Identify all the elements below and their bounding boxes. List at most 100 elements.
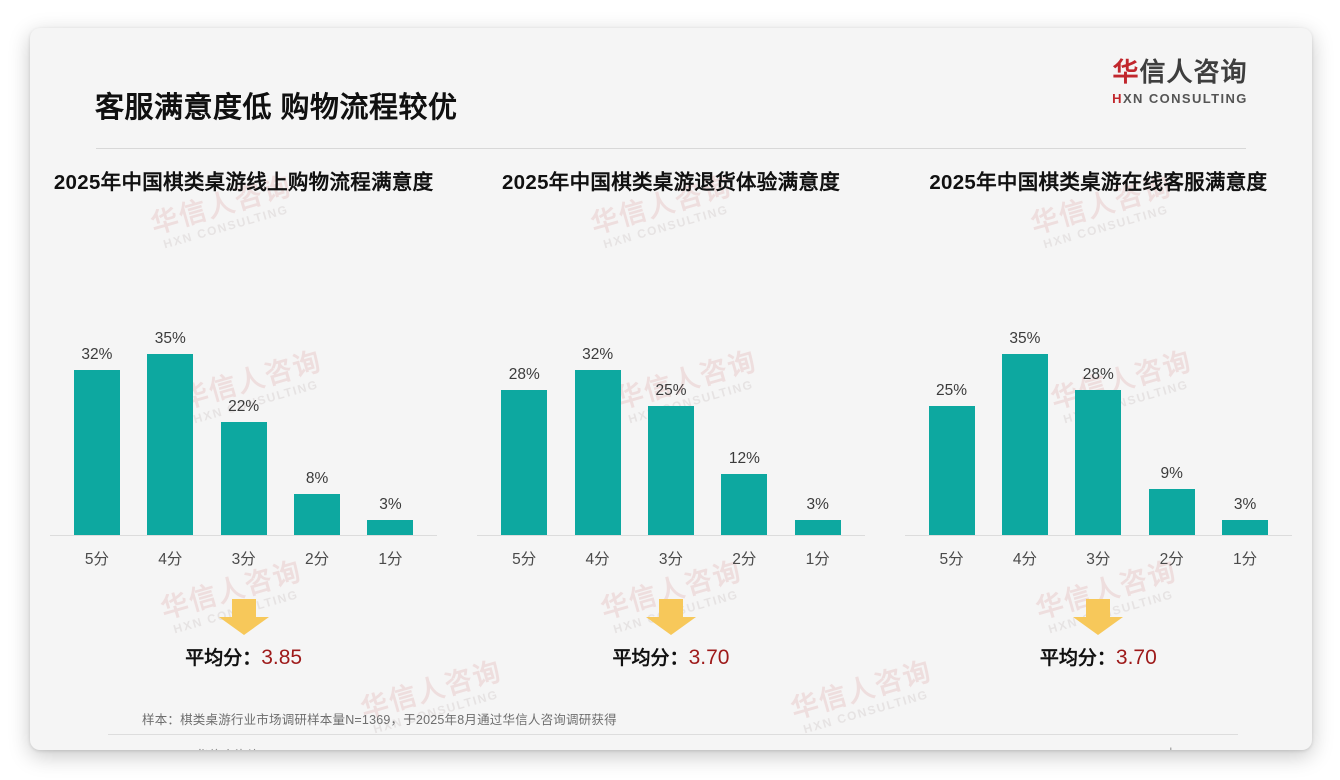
bar-value-label: 12% — [728, 450, 760, 467]
x-axis-tick-labels: 5分 4分 3分 2分 1分 — [471, 547, 870, 569]
chart-panel-3: 2025年中国棋类桌游在线客服满意度 25% 35% 28% 9% 3% 5分 4分 3分 2分 1… — [885, 168, 1312, 670]
bar-slot[interactable]: 35% — [139, 286, 201, 536]
bar[interactable] — [574, 370, 621, 536]
footer-divider — [108, 734, 1238, 735]
bar[interactable] — [647, 406, 694, 536]
bar[interactable] — [721, 474, 768, 536]
chart-title: 2025年中国棋类桌游在线客服满意度 — [929, 171, 1268, 194]
x-tick-label: 2分 — [1159, 551, 1184, 568]
bar-slot[interactable]: 32% — [567, 286, 629, 536]
bar-value-label: 3% — [806, 496, 829, 513]
bar[interactable] — [928, 406, 975, 536]
bar[interactable] — [73, 370, 120, 536]
chart-panel-1: 2025年中国棋类桌游线上购物流程满意度 32% 35% 22% 8% 3% 5分 4分 3分 2… — [30, 168, 457, 670]
chart-title: 2025年中国棋类桌游退货体验满意度 — [501, 171, 840, 194]
bar[interactable] — [294, 494, 341, 536]
bar-value-label: 25% — [655, 382, 687, 399]
bar-slot[interactable]: 28% — [1067, 286, 1129, 536]
x-tick-label: 2分 — [732, 551, 757, 568]
average-score-text: 平均分：3.70 — [1040, 643, 1157, 670]
bar-slot[interactable]: 8% — [286, 286, 348, 536]
x-tick-label: 3分 — [1086, 551, 1111, 568]
average-score-block: 平均分：3.70 — [471, 599, 870, 670]
bar[interactable] — [1075, 390, 1122, 536]
slide-canvas: 华信人咨询 HXN CONSULTING 华信人咨询 HXN CONSULTING 华信… — [30, 28, 1312, 750]
x-tick-label: 1分 — [805, 551, 830, 568]
bar-slot[interactable]: 3% — [1214, 286, 1276, 536]
bar-slot[interactable]: 9% — [1141, 286, 1203, 536]
bar-slot[interactable]: 12% — [713, 286, 775, 536]
bar[interactable] — [1001, 354, 1048, 536]
average-score-block: 平均分：3.70 — [899, 599, 1298, 670]
bar[interactable] — [367, 520, 414, 536]
x-tick-label: 4分 — [585, 551, 610, 568]
bar-slot[interactable]: 22% — [213, 286, 275, 536]
slide-header: 客服满意度低 购物流程较优 华信人咨询 HXN CONSULTING — [30, 28, 1312, 132]
logo-en-accent: H — [1112, 90, 1123, 106]
bar-group: 25% 35% 28% 9% 3% — [921, 286, 1276, 536]
x-axis-tick-labels: 5分 4分 3分 2分 1分 — [44, 547, 443, 569]
x-tick-label: 5分 — [939, 551, 964, 568]
bar[interactable] — [794, 520, 841, 536]
bar-value-label: 28% — [1082, 366, 1114, 383]
bar-value-label: 35% — [154, 330, 186, 347]
chart-plot-area: 25% 35% 28% 9% 3% — [899, 286, 1298, 536]
logo-cn-accent: 华 — [1112, 57, 1140, 87]
bar[interactable] — [1148, 489, 1195, 536]
source-footnote: 样本：棋类桌游行业市场调研样本量N=1369，于2025年8月通过华信人咨询调研… — [142, 713, 617, 727]
bar-value-label: 25% — [936, 382, 968, 399]
bar[interactable] — [220, 422, 267, 536]
x-tick-label: 5分 — [512, 551, 537, 568]
chart-panel-2: 2025年中国棋类桌游退货体验满意度 28% 32% 25% 12% 3% 5分 4分 3分 2分… — [457, 168, 884, 670]
down-arrow-icon — [644, 599, 698, 635]
chart-plot-area: 32% 35% 22% 8% 3% — [44, 286, 443, 536]
average-score-value: 3.85 — [261, 646, 303, 669]
x-axis-line — [50, 535, 438, 536]
bar[interactable] — [147, 354, 194, 536]
watermark-en: HXN CONSULTING — [801, 687, 931, 737]
x-tick-label: 2分 — [304, 551, 330, 568]
chart-title: 2025年中国棋类桌游线上购物流程满意度 — [53, 171, 434, 194]
logo-english-text: HXN CONSULTING — [1090, 91, 1270, 106]
charts-row: 2025年中国棋类桌游线上购物流程满意度 32% 35% 22% 8% 3% 5分 4分 3分 2… — [30, 168, 1312, 670]
down-arrow-icon — [1071, 599, 1125, 635]
bar-value-label: 9% — [1160, 465, 1183, 482]
company-logo: 华信人咨询 HXN CONSULTING — [1090, 57, 1270, 106]
x-tick-label: 3分 — [231, 551, 256, 568]
bar-slot[interactable]: 28% — [493, 286, 555, 536]
bar-slot[interactable]: 25% — [921, 286, 983, 536]
logo-en-rest: XN CONSULTING — [1122, 90, 1248, 106]
bar-value-label: 3% — [1233, 496, 1257, 513]
bar-slot[interactable]: 3% — [360, 286, 422, 536]
average-score-text: 平均分：3.70 — [613, 643, 730, 670]
bar-slot[interactable]: 35% — [994, 286, 1056, 536]
bar-value-label: 35% — [1009, 330, 1041, 347]
x-axis-line — [477, 535, 865, 536]
bar-group: 32% 35% 22% 8% 3% — [66, 286, 421, 536]
bar-slot[interactable]: 25% — [640, 286, 702, 536]
bar[interactable] — [501, 390, 548, 536]
x-tick-label: 5分 — [84, 551, 109, 568]
x-tick-label: 4分 — [158, 551, 183, 568]
x-tick-label: 3分 — [658, 551, 684, 568]
average-score-block: 平均分：3.85 — [44, 599, 443, 670]
logo-chinese-text: 华信人咨询 — [1090, 57, 1270, 88]
bar-slot[interactable]: 32% — [66, 286, 128, 536]
page-title: 客服满意度低 购物流程较优 — [95, 92, 458, 124]
average-score-text: 平均分：3.85 — [185, 643, 302, 670]
bar[interactable] — [1222, 520, 1269, 536]
website-text: www.hxrcon.com — [1140, 746, 1234, 750]
x-tick-label: 4分 — [1012, 551, 1037, 568]
average-score-value: 3.70 — [688, 646, 730, 669]
x-tick-label: 1分 — [1233, 551, 1258, 568]
bar-value-label: 28% — [508, 366, 540, 383]
average-label: 平均分： — [612, 648, 689, 669]
chart-plot-area: 28% 32% 25% 12% 3% — [471, 286, 870, 536]
x-tick-label: 1分 — [378, 551, 403, 568]
bar-group: 28% 32% 25% 12% 3% — [493, 286, 848, 536]
logo-cn-rest: 信人咨询 — [1139, 57, 1248, 87]
average-label: 平均分： — [1039, 648, 1116, 669]
slide-footer: ©2025.10 HXR华信人咨询 www.hxrcon.com — [30, 740, 1312, 750]
bar-value-label: 8% — [305, 470, 329, 487]
bar-slot[interactable]: 3% — [787, 286, 849, 536]
